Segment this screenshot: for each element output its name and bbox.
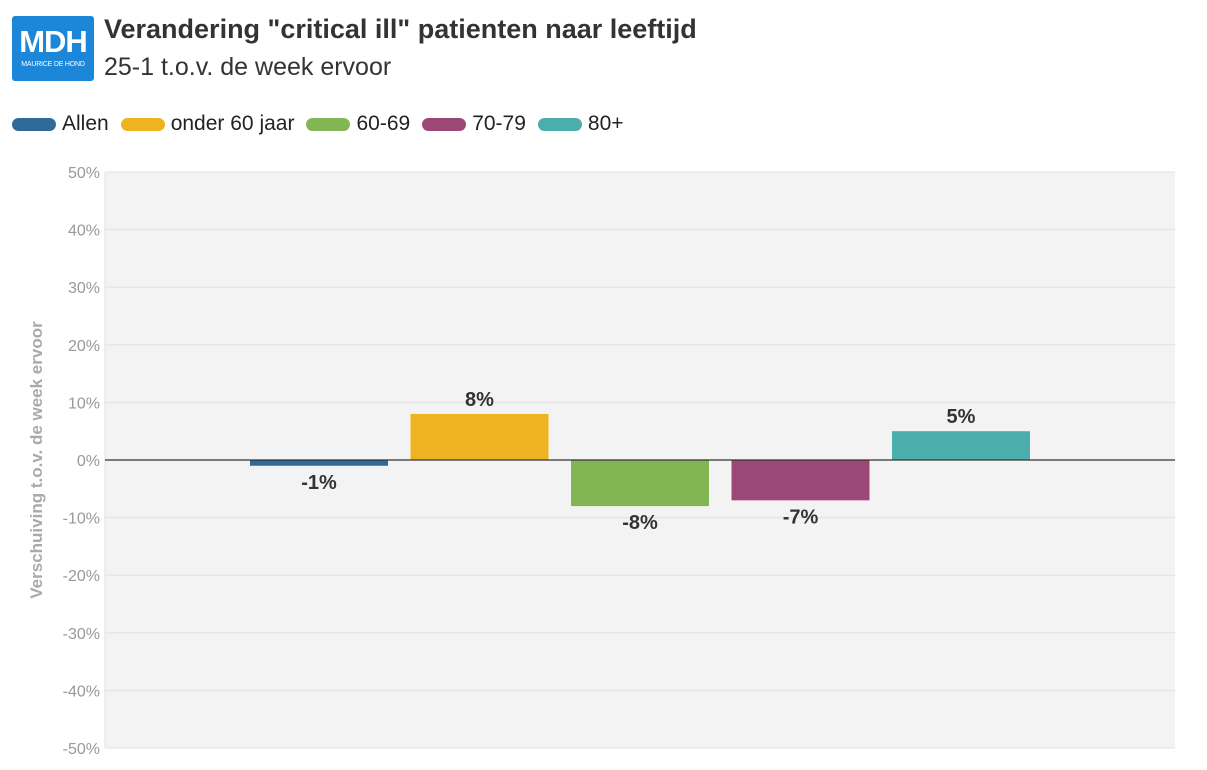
bar-onder-60-jaar [410,413,549,460]
legend-item-60-69[interactable]: 60-69 [306,112,410,136]
data-label: 8% [465,389,494,411]
logo-subtext: MAURICE DE HOND [21,61,85,68]
bar-70-79 [731,460,870,501]
y-tick-label: -10% [63,511,100,528]
legend-swatch [12,117,56,131]
legend-swatch [537,117,582,131]
bar-allen [250,460,388,466]
legend-item-allen[interactable]: Allen [12,112,109,136]
bar-60-69 [571,460,709,507]
data-label: -1% [301,472,337,494]
legend-swatch [306,117,351,131]
data-label: -8% [622,512,658,534]
data-label: -7% [783,506,819,528]
legend: Allen onder 60 jaar 60-69 70-79 80+ [12,112,636,136]
y-tick-label: -30% [63,626,100,643]
chart-title: Verandering "critical ill" patienten naa… [104,14,697,44]
y-tick-label: -40% [63,683,100,700]
legend-label: 80+ [587,112,624,135]
y-tick-label: 10% [68,395,100,412]
mdh-logo: MDH MAURICE DE HOND [12,16,94,81]
y-tick-label: 40% [68,223,100,240]
y-tick-label: -50% [63,741,100,758]
legend-label: onder 60 jaar [170,112,295,135]
y-tick-label: 50% [68,165,100,182]
legend-item-80-plus[interactable]: 80+ [537,112,624,136]
legend-label: Allen [62,112,109,135]
legend-item-onder-60[interactable]: onder 60 jaar [120,112,295,136]
legend-item-70-79[interactable]: 70-79 [422,112,526,136]
y-axis-title: Verschuiving t.o.v. de week ervoor [27,321,46,599]
legend-label: 70-79 [472,112,526,135]
data-label: 5% [947,406,976,428]
y-tick-label: 0% [77,453,100,470]
legend-swatch [120,117,165,131]
y-tick-label: 20% [68,338,100,355]
bar-80+ [892,431,1030,460]
chart-subtitle: 25-1 t.o.v. de week ervoor [104,53,392,81]
y-tick-label: -20% [63,568,100,585]
legend-swatch [422,117,467,131]
legend-label: 60-69 [356,112,411,135]
y-tick-label: 30% [68,280,100,297]
logo-text: MDH [19,24,88,59]
